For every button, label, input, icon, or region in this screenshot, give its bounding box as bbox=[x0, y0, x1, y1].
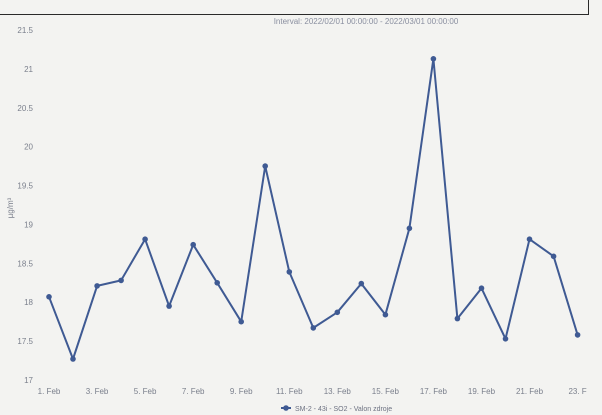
data-point[interactable] bbox=[334, 309, 341, 316]
data-point[interactable] bbox=[550, 253, 557, 260]
y-tick-label: 19.5 bbox=[17, 182, 33, 191]
x-tick-label: 15. Feb bbox=[372, 387, 400, 396]
legend-label: SM-2 - 43i - SO2 - Valon zdroje bbox=[295, 406, 392, 413]
data-point[interactable] bbox=[70, 356, 76, 362]
y-tick-label: 18.5 bbox=[17, 259, 33, 268]
x-tick-label: 7. Feb bbox=[182, 387, 205, 396]
y-tick-label: 17 bbox=[24, 376, 33, 385]
data-point[interactable] bbox=[214, 280, 220, 286]
series-line bbox=[48, 57, 579, 360]
x-tick-label: 21. Feb bbox=[516, 387, 544, 396]
data-point[interactable] bbox=[502, 336, 509, 342]
legend[interactable]: SM-2 - 43i - SO2 - Valon zdroje bbox=[281, 405, 392, 413]
data-point[interactable] bbox=[262, 163, 269, 169]
x-tick-label: 9. Feb bbox=[230, 387, 253, 396]
y-tick-label: 18 bbox=[24, 298, 33, 307]
y-tick-label: 20 bbox=[24, 143, 33, 152]
data-point[interactable] bbox=[46, 294, 52, 300]
chart-subtitle: Interval: 2022/02/01 00:00:00 - 2022/03/… bbox=[274, 17, 459, 26]
x-tick-label: 3. Feb bbox=[86, 387, 109, 396]
data-point[interactable] bbox=[430, 56, 437, 62]
x-tick-label: 13. Feb bbox=[324, 387, 352, 396]
data-point[interactable] bbox=[526, 236, 533, 242]
data-point[interactable] bbox=[190, 241, 196, 248]
x-tick-label: 23. F bbox=[568, 387, 586, 396]
title-box bbox=[0, 0, 589, 15]
data-point[interactable] bbox=[406, 225, 413, 232]
data-point[interactable] bbox=[118, 277, 124, 284]
data-point[interactable] bbox=[310, 325, 317, 331]
data-point[interactable] bbox=[574, 332, 581, 338]
y-tick-label: 19 bbox=[24, 220, 33, 229]
y-tick-label: 17.5 bbox=[17, 337, 33, 346]
data-point[interactable] bbox=[478, 285, 485, 292]
data-point[interactable] bbox=[94, 283, 100, 289]
x-tick-label: 11. Feb bbox=[276, 387, 303, 396]
data-point[interactable] bbox=[142, 236, 148, 242]
data-point[interactable] bbox=[382, 311, 389, 318]
x-tick-label: 19. Feb bbox=[468, 387, 496, 396]
data-point[interactable] bbox=[454, 315, 461, 322]
data-point[interactable] bbox=[238, 318, 244, 325]
x-tick-label: 17. Feb bbox=[420, 387, 448, 396]
series-group bbox=[46, 56, 581, 362]
data-point[interactable] bbox=[166, 303, 172, 309]
y-axis-ticks: 17 17.5 18 18.5 19 19.5 20 20.5 21 21.5 bbox=[17, 26, 33, 385]
x-axis-ticks: 1. Feb 3. Feb 5. Feb 7. Feb 9. Feb 11. Feb 13.… bbox=[38, 387, 587, 396]
x-tick-label: 1. Feb bbox=[38, 387, 61, 396]
y-tick-label: 21 bbox=[24, 65, 33, 74]
y-axis-label: µg/m³ bbox=[6, 197, 15, 218]
y-tick-label: 20.5 bbox=[17, 104, 33, 113]
legend-marker bbox=[283, 405, 289, 411]
y-tick-label: 21.5 bbox=[17, 26, 33, 35]
data-point[interactable] bbox=[286, 269, 293, 275]
x-tick-label: 5. Feb bbox=[134, 387, 157, 396]
data-point[interactable] bbox=[358, 280, 365, 287]
